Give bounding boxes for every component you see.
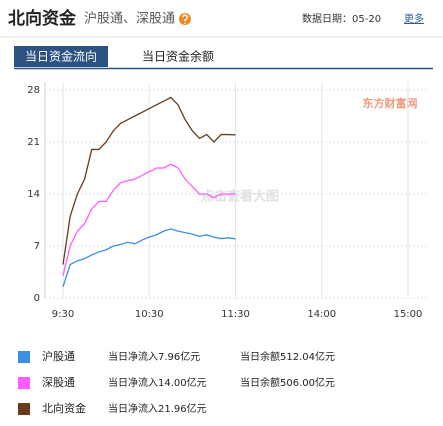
y-tick-label: 21 [27, 137, 40, 148]
date: 数据日期：05-20 [302, 12, 381, 25]
line [62, 163, 236, 276]
x-tick-label: 14:00 [307, 309, 336, 320]
legend-label: 北向资金 [42, 401, 86, 415]
legend-label: 沪股通 [42, 349, 75, 363]
line [62, 228, 236, 288]
watermark-logo: 东方财富网 [363, 96, 418, 110]
x-tick-label: 15:00 [394, 309, 423, 320]
tab[interactable]: 当日资金余额 [142, 49, 214, 64]
legend-swatch [18, 351, 30, 363]
line [62, 96, 236, 265]
more-link[interactable]: 更多 [404, 12, 424, 25]
watermark-hint: 点击查看大图 [201, 189, 279, 205]
title: 北向资金 [8, 8, 77, 29]
x-tick-label: 10:30 [135, 309, 164, 320]
y-tick-label: 14 [27, 189, 40, 200]
y-tick-label: 0 [34, 293, 40, 304]
net-inflow: 当日净流入21.96亿元 [108, 402, 207, 415]
y-tick-label: 28 [27, 85, 40, 96]
net-inflow: 当日净流入7.96亿元 [108, 350, 200, 363]
help-icon[interactable] [179, 13, 191, 25]
subtitle: 沪股通、深股通 [84, 11, 175, 27]
tab[interactable]: 当日资金流向 [25, 49, 97, 64]
x-tick-label: 9:30 [52, 309, 74, 320]
help-glyph [181, 14, 189, 24]
y-tick-label: 7 [34, 241, 40, 252]
x-tick-label: 11:30 [221, 309, 250, 320]
balance: 当日余额512.04亿元 [240, 350, 335, 363]
tab-active[interactable] [14, 46, 108, 67]
legend-swatch [18, 377, 30, 389]
legend-swatch [18, 403, 30, 415]
legend-label: 深股通 [42, 376, 75, 389]
net-inflow: 当日净流入14.00亿元 [108, 376, 207, 389]
balance: 当日余额506.00亿元 [240, 376, 335, 389]
